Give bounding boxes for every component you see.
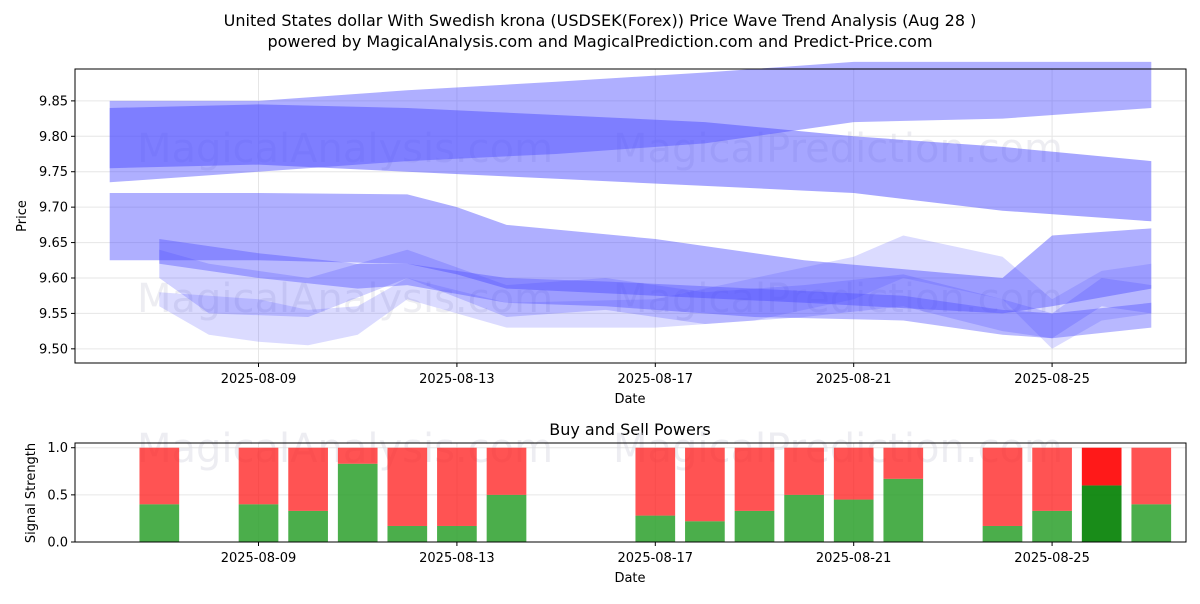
buy-power-bar (833, 499, 874, 542)
signal-y-axis-label: Signal Strength (24, 443, 39, 543)
chart-title-line-2: powered by MagicalAnalysis.com and Magic… (267, 32, 932, 51)
sell-power-bar (288, 447, 328, 511)
signal-x-tick-label: 2025-08-25 (1014, 551, 1090, 566)
price-wave-band (159, 235, 1152, 349)
price-wave-band (159, 239, 1152, 339)
price-x-tick-label: 2025-08-09 (221, 372, 297, 387)
sell-power-bar (337, 447, 378, 464)
price-watermark-4: MagicalPrediction.com (613, 276, 1063, 322)
price-x-tick-label: 2025-08-25 (1014, 372, 1090, 387)
price-x-axis-label: Date (614, 392, 645, 407)
price-x-tick-label: 2025-08-17 (618, 372, 694, 387)
signal-chart: Buy and Sell Powers MagicalAnalysis.com … (24, 420, 1187, 586)
price-watermark-3: MagicalAnalysis.com (137, 276, 553, 322)
buy-power-bar (288, 510, 328, 542)
price-y-tick-label: 9.75 (39, 165, 68, 180)
signal-x-tick-label: 2025-08-17 (618, 551, 694, 566)
sell-power-bar (486, 447, 527, 495)
buy-power-bar (238, 504, 279, 542)
signal-y-tick-label: 1.0 (47, 441, 68, 456)
price-x-tick-label: 2025-08-13 (419, 372, 495, 387)
buy-power-bar (1032, 510, 1072, 542)
buy-power-bar (139, 504, 180, 542)
buy-power-bar (883, 478, 924, 542)
sell-power-bar (833, 447, 874, 500)
sell-power-bar (139, 447, 180, 505)
buy-power-bar (486, 494, 527, 542)
signal-chart-frame (74, 442, 1187, 543)
signal-x-tick-label: 2025-08-13 (419, 551, 495, 566)
price-y-axis-label: Price (15, 200, 30, 232)
buy-power-bar (635, 515, 676, 542)
signal-chart-ticks: 0.0 0.5 1.0 2025-08-09 2025-08-13 2025-08-17 2… (47, 441, 1090, 566)
signal-x-axis-label: Date (614, 571, 645, 586)
buy-power-bar (337, 463, 378, 542)
sell-power-bar (883, 447, 924, 479)
price-wave-band (109, 104, 1152, 222)
price-wave-band (109, 193, 1152, 314)
sell-power-bar (635, 447, 676, 516)
price-y-tick-label: 9.65 (39, 236, 68, 251)
price-y-tick-label: 9.70 (39, 201, 68, 216)
buy-power-bar (685, 521, 725, 542)
sell-power-bar (1081, 447, 1122, 486)
signal-y-tick-label: 0.5 (47, 488, 68, 503)
price-y-tick-label: 9.80 (39, 130, 68, 145)
signal-y-tick-label: 0.0 (47, 536, 68, 551)
sell-power-bar (1032, 447, 1072, 511)
buy-power-bar (387, 525, 428, 542)
signal-bars (139, 447, 1172, 542)
sell-power-bar (387, 447, 428, 526)
chart-title-line-1: United States dollar With Swedish krona … (224, 11, 977, 30)
price-chart: MagicalAnalysis.com MagicalPrediction.co… (15, 61, 1187, 407)
buy-power-bar (734, 510, 775, 542)
price-chart-ticks: 9.50 9.55 9.60 9.65 9.70 9.75 9.80 9.85 2025-08-… (39, 94, 1090, 387)
sell-power-bar (437, 447, 477, 526)
buy-power-bar (1131, 504, 1172, 542)
sell-power-bar (784, 447, 824, 495)
price-y-tick-label: 9.85 (39, 94, 68, 109)
sell-power-bar (238, 447, 279, 505)
signal-x-tick-label: 2025-08-21 (816, 551, 892, 566)
price-y-tick-label: 9.50 (39, 342, 68, 357)
price-wave-band (159, 249, 1152, 339)
buy-power-bar (1081, 485, 1122, 542)
sell-power-bar (1131, 447, 1172, 505)
price-y-tick-label: 9.60 (39, 271, 68, 286)
price-x-tick-label: 2025-08-21 (816, 372, 892, 387)
price-y-tick-label: 9.55 (39, 307, 68, 322)
signal-chart-title: Buy and Sell Powers (549, 420, 711, 439)
buy-power-bar (437, 525, 477, 542)
buy-power-bar (982, 525, 1023, 542)
sell-power-bar (685, 447, 725, 522)
buy-power-bar (784, 494, 824, 542)
price-wave-bands (109, 61, 1152, 349)
price-chart-frame (74, 68, 1187, 364)
signal-x-tick-label: 2025-08-09 (221, 551, 297, 566)
sell-power-bar (982, 447, 1023, 526)
sell-power-bar (734, 447, 775, 511)
